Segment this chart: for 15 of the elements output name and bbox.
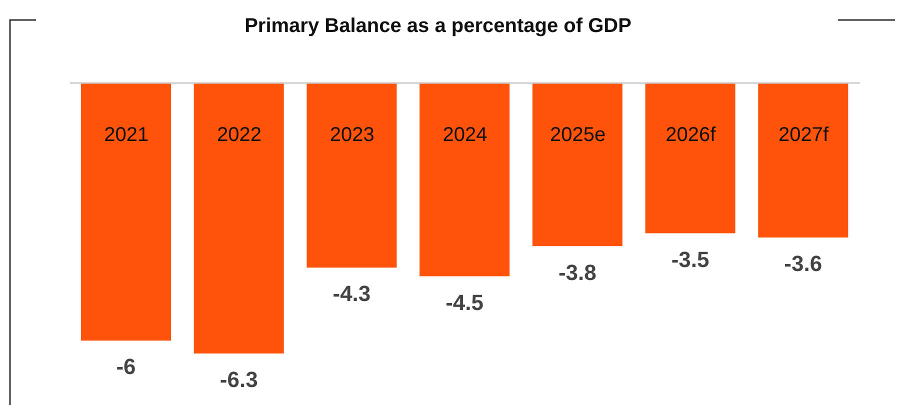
x-tick-label: 2024 <box>442 124 488 146</box>
x-tick-label: 2027f <box>778 124 830 146</box>
data-label: -6.3 <box>220 367 258 392</box>
data-label: -3.6 <box>784 251 822 276</box>
x-tick-label: 2023 <box>330 124 374 146</box>
data-label: -6 <box>116 354 136 380</box>
chart-title: Primary Balance as a percentage of GDP <box>244 15 632 37</box>
data-label: -4.3 <box>332 281 371 306</box>
data-label: -3.8 <box>558 260 596 285</box>
x-tick-label: 2022 <box>217 124 262 146</box>
data-label: -3.5 <box>671 246 710 272</box>
x-tick-label: 2026f <box>666 124 716 146</box>
x-tick-label: 2025e <box>550 124 606 146</box>
data-label: -4.5 <box>446 290 484 315</box>
x-tick-label: 2021 <box>104 124 149 146</box>
